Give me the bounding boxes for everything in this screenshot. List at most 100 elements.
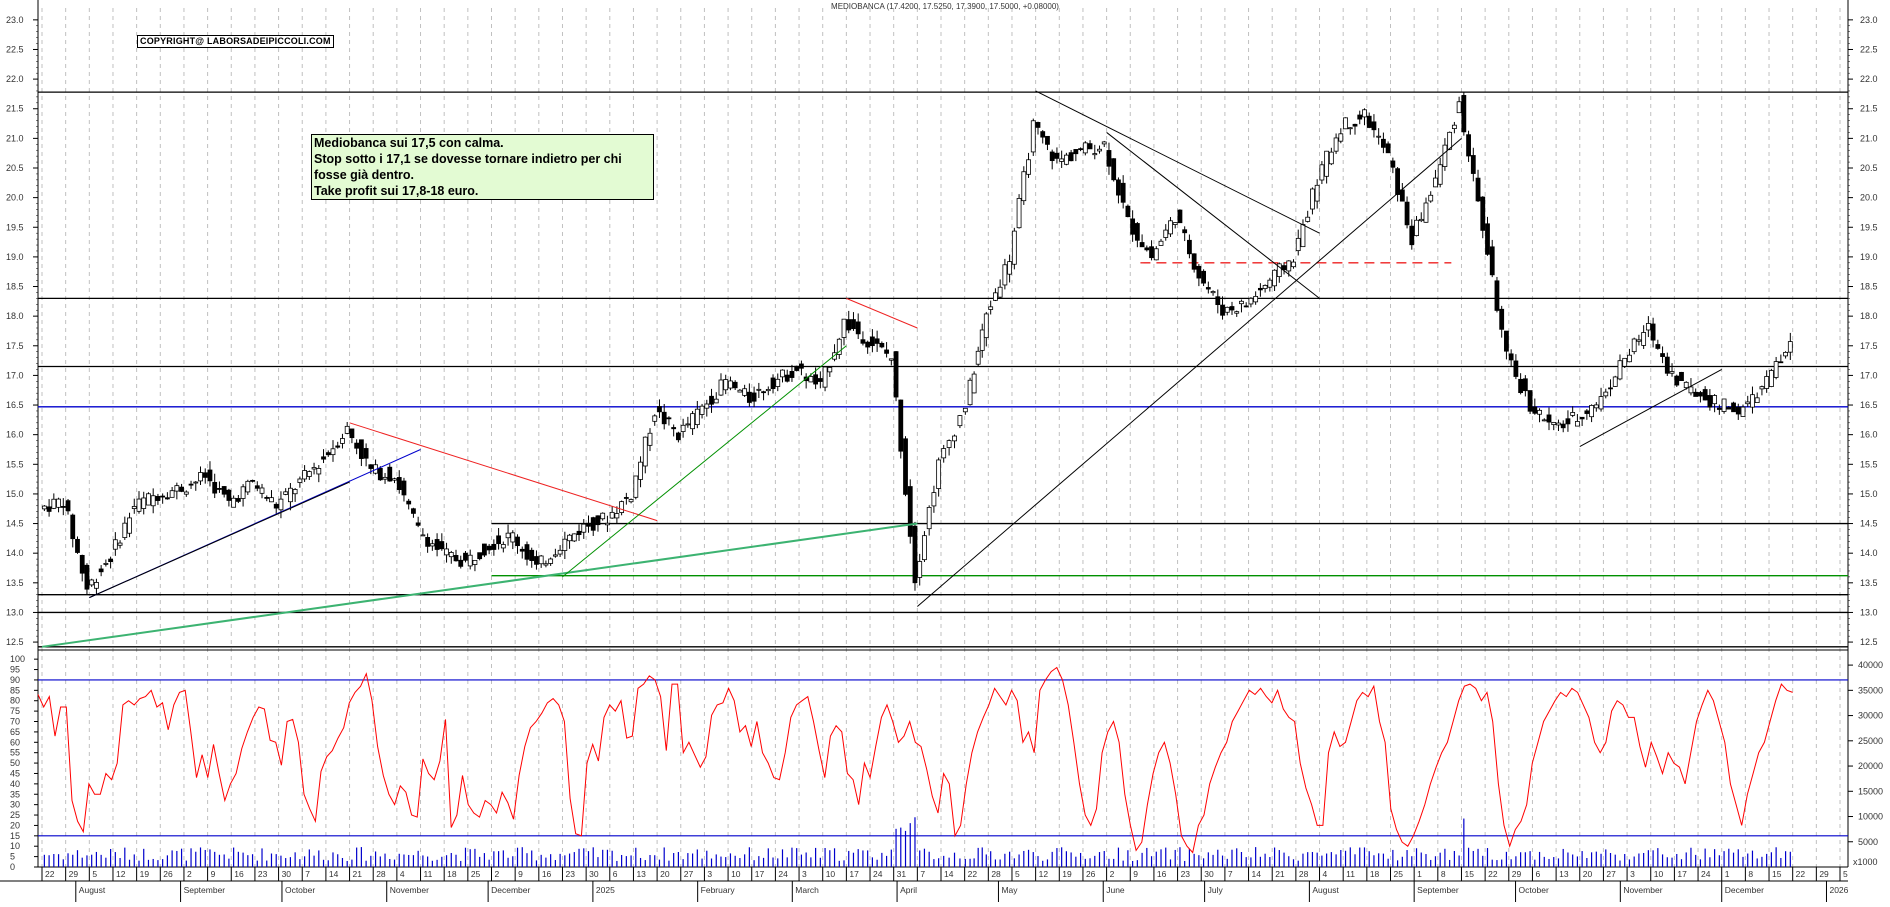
svg-text:14.0: 14.0: [1860, 548, 1878, 558]
svg-text:August: August: [1312, 885, 1339, 895]
svg-text:28: 28: [376, 869, 386, 879]
svg-text:19.5: 19.5: [6, 222, 24, 232]
svg-text:11: 11: [1346, 869, 1355, 879]
svg-text:23: 23: [258, 869, 268, 879]
svg-text:19.0: 19.0: [6, 252, 24, 262]
svg-text:5: 5: [10, 852, 15, 862]
svg-text:30000: 30000: [1858, 711, 1883, 721]
svg-text:8: 8: [1441, 869, 1446, 879]
svg-text:20: 20: [660, 869, 670, 879]
svg-text:10: 10: [826, 869, 836, 879]
svg-text:16.0: 16.0: [1860, 430, 1878, 440]
svg-text:17.5: 17.5: [6, 341, 24, 351]
svg-text:17: 17: [849, 869, 859, 879]
svg-text:4: 4: [400, 869, 405, 879]
svg-text:17.0: 17.0: [1860, 370, 1878, 380]
note-line: Take profit sui 17,8-18 euro.: [314, 184, 479, 198]
svg-text:15.0: 15.0: [6, 489, 24, 499]
svg-text:20.5: 20.5: [1860, 163, 1878, 173]
svg-text:80: 80: [10, 696, 20, 706]
svg-text:27: 27: [684, 869, 694, 879]
svg-text:7: 7: [1228, 869, 1233, 879]
svg-text:15.5: 15.5: [1860, 459, 1878, 469]
svg-text:60: 60: [10, 737, 20, 747]
svg-text:13.0: 13.0: [6, 607, 24, 617]
svg-text:15: 15: [10, 831, 20, 841]
svg-text:13.5: 13.5: [1860, 578, 1878, 588]
svg-text:6: 6: [613, 869, 618, 879]
svg-text:1: 1: [1417, 869, 1422, 879]
svg-text:12: 12: [116, 869, 126, 879]
svg-text:25: 25: [10, 810, 20, 820]
svg-text:30: 30: [1204, 869, 1214, 879]
svg-text:2: 2: [1110, 869, 1115, 879]
svg-text:5000: 5000: [1858, 837, 1878, 847]
svg-text:14.5: 14.5: [1860, 519, 1878, 529]
svg-text:35000: 35000: [1858, 685, 1883, 695]
svg-text:11: 11: [424, 869, 433, 879]
svg-text:22: 22: [968, 869, 978, 879]
svg-text:15000: 15000: [1858, 786, 1883, 796]
svg-text:55: 55: [10, 748, 20, 758]
svg-text:March: March: [795, 885, 819, 895]
svg-text:23: 23: [1181, 869, 1191, 879]
svg-text:November: November: [1623, 885, 1662, 895]
oscillator-line: [37, 666, 1793, 854]
svg-text:27: 27: [1606, 869, 1616, 879]
svg-text:16.5: 16.5: [6, 400, 24, 410]
svg-text:21: 21: [353, 869, 363, 879]
svg-text:13: 13: [636, 869, 646, 879]
svg-text:22.5: 22.5: [6, 44, 24, 54]
svg-text:3: 3: [802, 869, 807, 879]
svg-text:24: 24: [1701, 869, 1711, 879]
svg-text:22: 22: [45, 869, 55, 879]
svg-text:September: September: [184, 885, 226, 895]
svg-text:28: 28: [991, 869, 1001, 879]
svg-text:17: 17: [755, 869, 765, 879]
svg-text:15.0: 15.0: [1860, 489, 1878, 499]
svg-text:16: 16: [542, 869, 552, 879]
svg-text:22: 22: [1488, 869, 1498, 879]
svg-text:17.0: 17.0: [6, 370, 24, 380]
svg-text:9: 9: [1133, 869, 1138, 879]
svg-text:16: 16: [234, 869, 244, 879]
svg-text:14: 14: [944, 869, 954, 879]
svg-text:14: 14: [1252, 869, 1262, 879]
note-line: fosse già dentro.: [314, 168, 415, 182]
svg-text:16.0: 16.0: [6, 430, 24, 440]
svg-text:19.5: 19.5: [1860, 222, 1878, 232]
svg-text:100: 100: [10, 654, 25, 664]
svg-text:24: 24: [873, 869, 883, 879]
svg-text:22.0: 22.0: [1860, 74, 1878, 84]
svg-text:25: 25: [1394, 869, 1404, 879]
svg-text:2: 2: [495, 869, 500, 879]
svg-text:14.5: 14.5: [6, 519, 24, 529]
svg-text:18.0: 18.0: [6, 311, 24, 321]
svg-text:18.5: 18.5: [1860, 282, 1878, 292]
svg-text:30: 30: [10, 800, 20, 810]
svg-text:2026: 2026: [1829, 885, 1848, 895]
svg-text:19: 19: [140, 869, 150, 879]
svg-text:13.5: 13.5: [6, 578, 24, 588]
svg-text:19.0: 19.0: [1860, 252, 1878, 262]
svg-text:5: 5: [92, 869, 97, 879]
svg-text:5: 5: [1015, 869, 1020, 879]
svg-text:95: 95: [10, 665, 20, 675]
svg-text:20: 20: [1583, 869, 1593, 879]
svg-text:23.0: 23.0: [6, 15, 24, 25]
svg-text:12.5: 12.5: [6, 637, 24, 647]
svg-text:22.5: 22.5: [1860, 44, 1878, 54]
svg-text:21.5: 21.5: [1860, 104, 1878, 114]
svg-text:25: 25: [471, 869, 481, 879]
svg-text:12: 12: [1039, 869, 1049, 879]
svg-text:5: 5: [1843, 869, 1848, 879]
svg-text:October: October: [285, 885, 315, 895]
chart-title: MEDIOBANCA (17.4200, 17.5250, 17.3900, 1…: [831, 2, 1059, 11]
svg-text:65: 65: [10, 727, 20, 737]
svg-text:February: February: [701, 885, 736, 895]
svg-text:45: 45: [10, 768, 20, 778]
svg-text:19: 19: [1062, 869, 1072, 879]
svg-text:15: 15: [1464, 869, 1474, 879]
svg-text:29: 29: [1819, 869, 1829, 879]
svg-text:15: 15: [1772, 869, 1782, 879]
